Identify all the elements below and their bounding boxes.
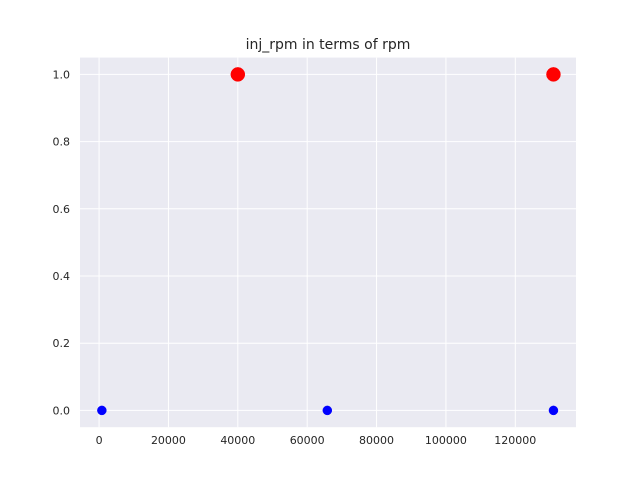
tick-labels: 0 20000 40000 60000 80000 100000 120000 0.0 0.2 0… <box>53 68 537 447</box>
data-point-0-2 <box>548 405 559 416</box>
y-tick-label: 0.0 <box>53 404 71 417</box>
chart-title: inj_rpm in terms of rpm <box>246 37 411 53</box>
data-point-0-0 <box>97 405 107 416</box>
x-tick-label: 80000 <box>359 434 394 447</box>
x-tick-label: 120000 <box>494 434 536 447</box>
plot-area <box>80 57 576 428</box>
data-point-0-1 <box>322 405 333 416</box>
y-tick-label: 0.2 <box>53 337 71 350</box>
data-points <box>97 67 561 416</box>
x-tick-label: 60000 <box>290 434 325 447</box>
x-tick-label: 20000 <box>151 434 186 447</box>
y-tick-label: 0.6 <box>53 203 71 216</box>
y-tick-label: 0.4 <box>53 270 71 283</box>
data-point-1-1 <box>546 67 561 82</box>
data-point-1-0 <box>230 67 246 82</box>
x-tick-label: 40000 <box>220 434 255 447</box>
x-tick-label: 100000 <box>425 434 467 447</box>
grid <box>80 57 576 428</box>
x-tick-label: 0 <box>96 434 103 447</box>
y-tick-label: 1.0 <box>53 68 71 81</box>
y-tick-label: 0.8 <box>53 136 71 149</box>
